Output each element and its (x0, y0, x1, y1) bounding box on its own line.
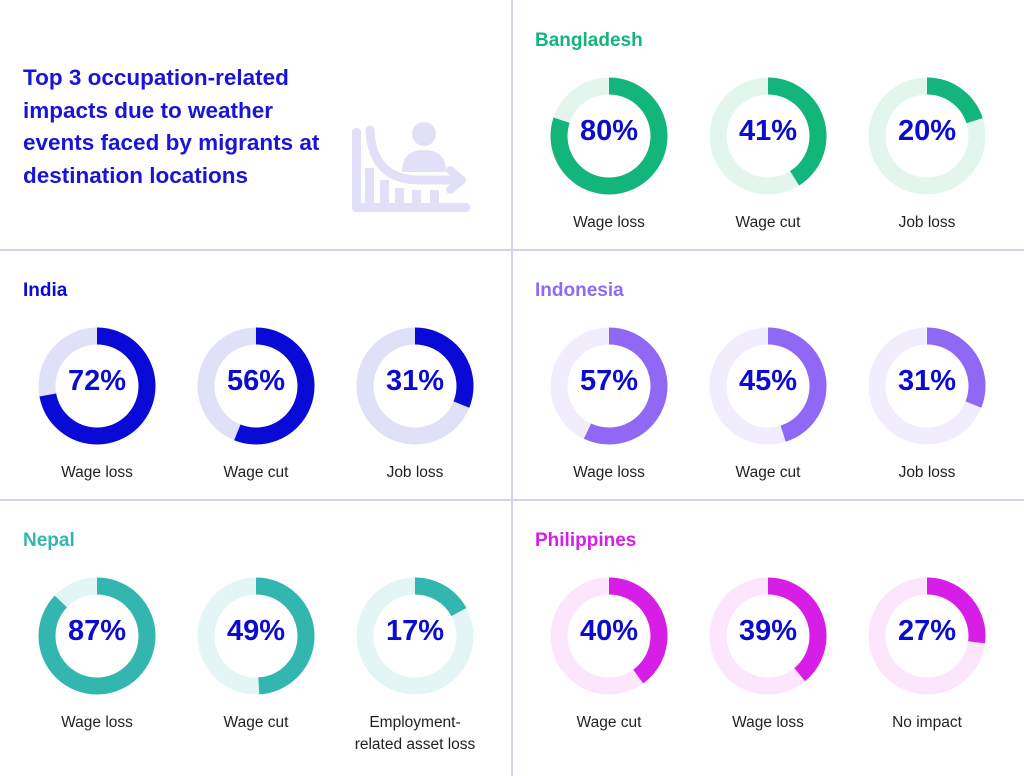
donut-chart: 27% No impact (868, 577, 986, 734)
donut-svg (550, 577, 668, 695)
donut-chart: 72% Wage loss (38, 327, 156, 484)
impact-label: Wage cut (576, 714, 642, 731)
donut-value-arc (197, 327, 315, 445)
donut-svg (356, 327, 474, 445)
donut-svg (709, 577, 827, 695)
impact-label: Wage cut (223, 464, 289, 481)
impact-label: Wage loss (61, 464, 133, 481)
donut-svg (356, 577, 474, 695)
horizontal-divider (0, 499, 1024, 501)
donut-chart: 41% Wage cut (709, 77, 827, 234)
donut-value-arc (356, 327, 474, 445)
country-title: India (23, 280, 68, 301)
donut-svg (868, 577, 986, 695)
impact-label: Wage loss (732, 714, 804, 731)
donut-chart: 31% Job loss (356, 327, 474, 484)
impact-label: Wage cut (735, 214, 801, 231)
percent-label: 27% (897, 615, 957, 647)
panel-india: India 72% Wage loss 56% Wage cut 31% Job… (0, 250, 512, 500)
donut-chart: 31% Job loss (868, 327, 986, 484)
donut-svg (197, 327, 315, 445)
donut-chart: 49% Wage cut (197, 577, 315, 734)
donut-chart: 45% Wage cut (709, 327, 827, 484)
donut-chart: 56% Wage cut (197, 327, 315, 484)
vertical-divider (511, 0, 513, 776)
donut-svg (38, 577, 156, 695)
page-title: Top 3 occupation-related impacts due to … (23, 65, 320, 188)
donut-value-arc (709, 577, 827, 695)
donut-value-arc (38, 327, 156, 445)
percent-label: 72% (67, 365, 127, 397)
donut-svg (550, 77, 668, 195)
donut-value-arc (197, 577, 315, 695)
percent-label: 56% (226, 365, 286, 397)
declining-chart-person-icon (350, 118, 472, 219)
donut-chart: 57% Wage loss (550, 327, 668, 484)
impact-label: Wage cut (735, 464, 801, 481)
percent-label: 31% (385, 365, 445, 397)
donut-value-arc (550, 77, 668, 195)
impact-label: Job loss (898, 464, 956, 481)
percent-label: 41% (738, 115, 798, 147)
donut-svg (709, 77, 827, 195)
panel-philippines: Philippines 40% Wage cut 39% Wage loss 2… (512, 500, 1024, 750)
panel-nepal: Nepal 87% Wage loss 49% Wage cut 17% Emp… (0, 500, 512, 753)
donut-value-arc (709, 77, 827, 195)
donut-value-arc (550, 327, 668, 445)
percent-label: 87% (67, 615, 127, 647)
donut-chart: 20% Job loss (868, 77, 986, 234)
percent-label: 39% (738, 615, 798, 647)
impact-label: No impact (892, 714, 962, 731)
donut-chart: 39% Wage loss (709, 577, 827, 734)
impact-label: Wage loss (573, 214, 645, 231)
donut-svg (709, 327, 827, 445)
percent-label: 49% (226, 615, 286, 647)
country-title: Bangladesh (535, 30, 643, 51)
percent-label: 31% (897, 365, 957, 397)
impact-label: Employment-related asset loss (354, 714, 476, 753)
donut-value-arc (868, 327, 986, 445)
donut-value-arc (550, 577, 668, 695)
donut-chart: 40% Wage cut (550, 577, 668, 734)
donut-chart: 87% Wage loss (38, 577, 156, 734)
percent-label: 20% (897, 115, 957, 147)
country-title: Philippines (535, 530, 637, 551)
impact-label: Job loss (898, 214, 956, 231)
panel-indonesia: Indonesia 57% Wage loss 45% Wage cut 31%… (512, 250, 1024, 500)
percent-label: 80% (579, 115, 639, 147)
donut-value-arc (868, 577, 986, 695)
impact-label: Wage loss (61, 714, 133, 731)
percent-label: 17% (385, 615, 445, 647)
donut-svg (38, 327, 156, 445)
percent-label: 57% (579, 365, 639, 397)
horizontal-divider (0, 249, 1024, 251)
donut-value-arc (709, 327, 827, 445)
donut-chart: 80% Wage loss (550, 77, 668, 234)
donut-value-arc (38, 577, 156, 695)
impact-label: Wage loss (573, 464, 645, 481)
percent-label: 45% (738, 365, 798, 397)
percent-label: 40% (579, 615, 639, 647)
panel-bangladesh: Bangladesh 80% Wage loss 41% Wage cut 20… (512, 0, 1024, 250)
impact-label: Wage cut (223, 714, 289, 731)
donut-svg (868, 327, 986, 445)
donut-svg (868, 77, 986, 195)
country-title: Indonesia (535, 280, 624, 301)
donut-value-arc (868, 77, 986, 195)
donut-value-arc (356, 577, 474, 695)
donut-svg (197, 577, 315, 695)
country-title: Nepal (23, 530, 75, 551)
donut-svg (550, 327, 668, 445)
impact-label: Job loss (386, 464, 444, 481)
donut-chart: 17% Employment-related asset loss (355, 577, 475, 756)
